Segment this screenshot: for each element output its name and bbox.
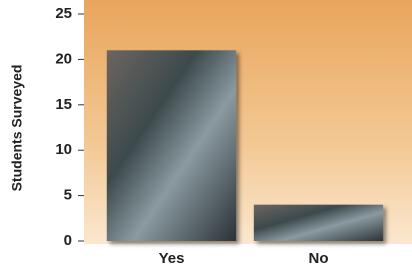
y-tick-label: 25 — [55, 5, 72, 22]
chart: Students Surveyed 0 5 10 15 20 25 Yes No — [0, 0, 412, 271]
x-tick-label: No — [309, 250, 329, 267]
y-tick-label: 10 — [55, 141, 72, 158]
y-axis-label: Students Surveyed — [9, 65, 25, 192]
y-tick-label: 5 — [64, 187, 72, 204]
y-tick-label: 15 — [55, 96, 72, 113]
y-tick-label: 0 — [64, 232, 72, 249]
bar — [107, 50, 236, 241]
bar — [254, 205, 383, 241]
x-tick-label: Yes — [159, 250, 185, 267]
y-tick-label: 20 — [55, 50, 72, 67]
